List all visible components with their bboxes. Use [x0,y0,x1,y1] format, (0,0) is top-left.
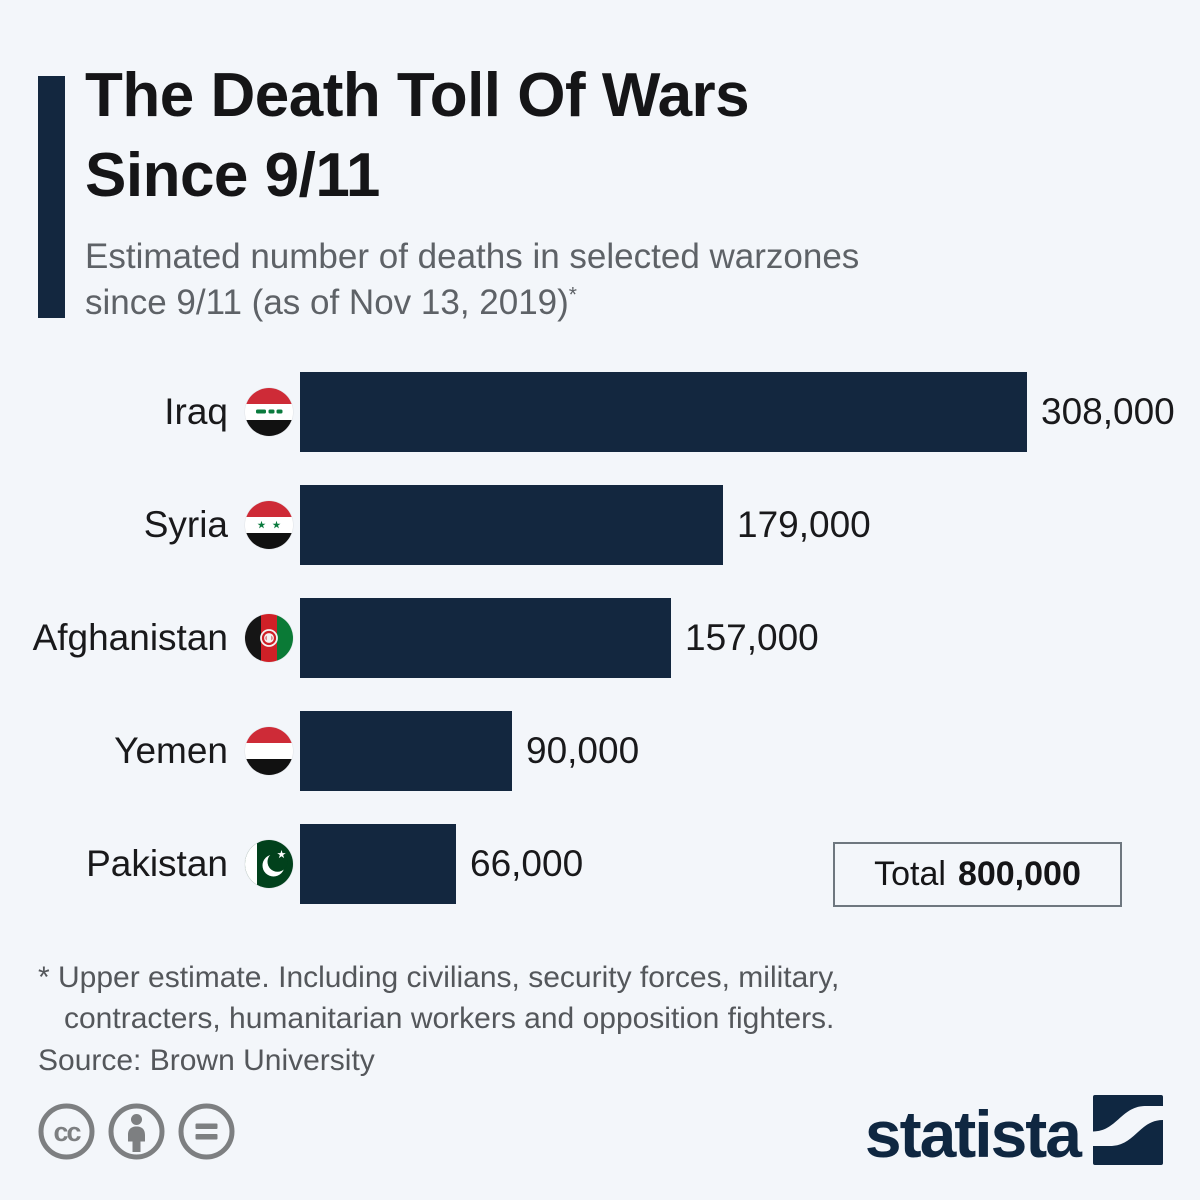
statista-wordmark: statista [864,1097,1082,1171]
attribution-icon [108,1103,165,1160]
country-label: Syria [143,504,228,545]
title-line-1: The Death Toll Of Wars [85,61,750,130]
bar [300,824,456,904]
svg-text:cc: cc [53,1117,81,1147]
iraq-flag-icon [245,388,293,436]
chart-row: Afghanistan 157,000 [0,598,1200,678]
title-accent-bar [38,76,65,318]
yemen-flag-icon [245,727,293,775]
total-label: Total [874,855,946,893]
country-label: Afghanistan [32,617,228,658]
footnote-line-1: * Upper estimate. Including civilians, s… [38,961,840,994]
subtitle-line-2: since 9/11 (as of Nov 13, 2019)* [85,283,577,322]
value-label: 66,000 [470,843,584,884]
value-label: 179,000 [737,504,871,545]
chart-row: Yemen 90,000 [0,711,1200,791]
bar [300,598,671,678]
license-icons: cc [38,1103,235,1160]
bar [300,485,723,565]
value-label: 308,000 [1041,391,1175,432]
total-box: Total 800,000 [833,842,1122,907]
afghanistan-flag-icon [245,614,293,662]
country-label: Iraq [164,391,228,432]
chart-row: Iraq 308,000 [0,372,1200,452]
footnote-line-2: contracters, humanitarian workers and op… [64,1002,835,1035]
statista-mark-icon [1093,1095,1163,1165]
bar-chart: Iraq 308,000 Syria 179,000 Afghanistan 1… [0,372,1200,937]
source: Source: Brown University [38,1044,375,1077]
value-label: 90,000 [526,730,640,771]
syria-flag-icon [245,501,293,549]
equal-icon [178,1103,235,1160]
page-title: The Death Toll Of Wars Since 9/11 [85,56,750,216]
country-label: Yemen [114,730,228,771]
country-label: Pakistan [86,843,228,884]
value-label: 157,000 [685,617,819,658]
footnote: * Upper estimate. Including civilians, s… [38,957,839,1039]
total-value: 800,000 [957,855,1081,893]
chart-row: Syria 179,000 [0,485,1200,565]
title-line-2: Since 9/11 [85,141,380,210]
bar [300,372,1027,452]
cc-icon: cc [38,1103,95,1160]
footnote-asterisk: * [568,283,577,307]
bar [300,711,512,791]
chart-row: Pakistan 66,000 [0,824,1200,904]
subtitle-line-1: Estimated number of deaths in selected w… [85,237,860,276]
statista-logo: statista [864,1095,1163,1171]
pakistan-flag-icon [245,840,293,888]
chart-subtitle: Estimated number of deaths in selected w… [85,234,859,326]
